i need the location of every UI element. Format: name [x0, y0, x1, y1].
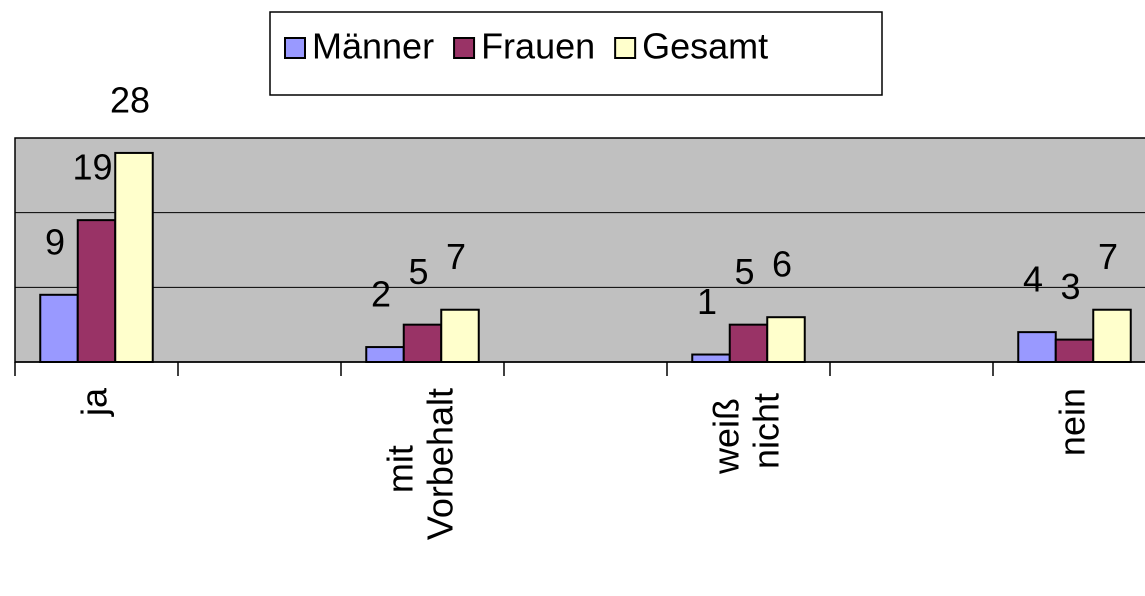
data-label: 19	[72, 147, 112, 188]
data-label: 7	[1098, 236, 1118, 277]
data-label: 28	[110, 79, 150, 120]
data-label: 7	[446, 236, 466, 277]
x-tick-label: mit Vorbehalt	[379, 388, 460, 540]
bar	[1092, 308, 1132, 364]
legend-box	[269, 11, 883, 96]
legend-swatch	[453, 37, 476, 59]
legend-swatch	[284, 37, 306, 59]
bar	[728, 323, 769, 363]
data-label: 5	[734, 251, 754, 292]
bar	[1017, 331, 1057, 363]
data-label: 2	[371, 274, 391, 315]
legend-swatch	[614, 37, 637, 59]
data-label: 5	[408, 251, 428, 292]
bar	[365, 346, 405, 364]
data-label: 3	[1060, 266, 1080, 307]
data-label: 9	[45, 221, 65, 262]
bar	[766, 316, 806, 364]
bar	[114, 151, 154, 363]
data-label: 1	[697, 281, 717, 322]
bar	[691, 353, 731, 363]
x-tick-label: weiß nicht	[705, 388, 786, 475]
data-label: 4	[1023, 259, 1043, 300]
bar	[76, 219, 117, 363]
legend-label: Frauen	[481, 26, 595, 67]
bar	[402, 323, 443, 363]
bar	[39, 293, 79, 363]
x-tick-label: nein	[1051, 388, 1092, 456]
x-tick-label: ja	[73, 387, 114, 417]
bar	[440, 308, 480, 364]
legend-label: Männer	[312, 26, 434, 67]
legend-label: Gesamt	[642, 26, 768, 67]
plot-area	[14, 137, 1145, 363]
bar	[1054, 338, 1095, 364]
data-label: 6	[772, 244, 792, 285]
